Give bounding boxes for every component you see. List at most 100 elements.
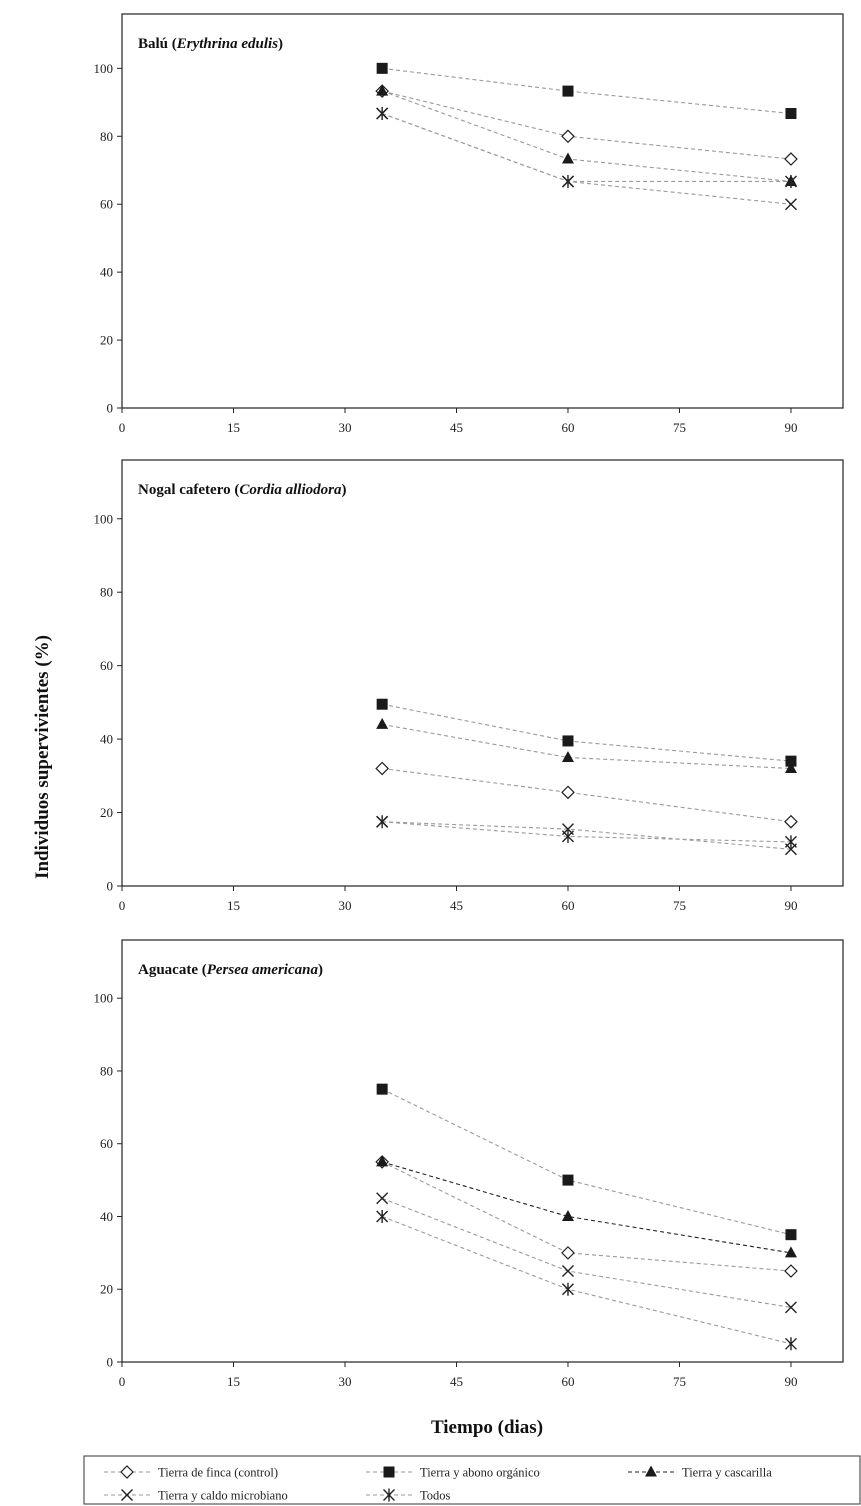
y-tick-label: 80 — [100, 585, 113, 600]
data-point-todos — [784, 174, 797, 188]
legend-box — [83, 1455, 861, 1505]
x-tick-label: 90 — [784, 1374, 797, 1389]
x-tick-label: 30 — [338, 1374, 351, 1389]
y-tick-label: 0 — [107, 1355, 114, 1370]
legend-item-tierra-y-caldo-microbiano: Tierra y caldo microbiano — [104, 1489, 288, 1503]
legend-label: Tierra y cascarilla — [682, 1466, 772, 1480]
data-point-tierra-y-abono-organico — [785, 1229, 797, 1241]
legend-label: Tierra de finca (control) — [158, 1466, 278, 1480]
data-point-tierra-de-finca-control — [784, 1264, 798, 1278]
y-tick-label: 80 — [100, 129, 113, 144]
y-tick-label: 20 — [100, 333, 113, 348]
data-point-todos — [561, 1282, 574, 1296]
data-point-tierra-y-cascarilla — [561, 1209, 574, 1221]
x-tick-label: 0 — [119, 420, 126, 435]
plot-frame — [121, 13, 844, 409]
x-tick-label: 75 — [673, 1374, 686, 1389]
x-tick-label: 90 — [784, 898, 797, 913]
y-tick-label: 20 — [100, 805, 113, 820]
x-axis-title: Tiempo (dias) — [431, 1417, 543, 1438]
data-point-tierra-de-finca-control — [561, 785, 575, 800]
panel-title-common: Aguacate ( — [138, 962, 207, 978]
panel-title: Aguacate (Persea americana) — [138, 962, 323, 978]
x-tick-label: 15 — [227, 420, 240, 435]
data-point-tierra-y-abono-organico — [562, 1174, 574, 1186]
panel-title: Nogal cafetero (Cordia alliodora) — [138, 482, 346, 498]
panel-3: Aguacate (Persea americana) 0 20 40 60 80 100 0… — [94, 939, 844, 1389]
data-point-tierra-y-cascarilla — [561, 750, 574, 762]
data-point-todos — [784, 835, 797, 849]
y-tick-label: 0 — [107, 401, 114, 416]
data-point-tierra-de-finca-control — [561, 129, 575, 144]
series-line-tierra-y-cascarilla — [381, 1161, 792, 1254]
x-tick-label: 45 — [450, 898, 463, 913]
data-point-tierra-de-finca-control — [784, 814, 798, 829]
x-tick-label: 90 — [784, 420, 797, 435]
panel-title-species: Erythrina edulis — [176, 36, 278, 52]
x-tick-label: 75 — [673, 420, 686, 435]
panel-1: Balú (Erythrina edulis) 0 20 40 60 80 100 0 15 30… — [94, 13, 844, 435]
y-axis-title: Individuos supervivientes (%) — [32, 635, 53, 879]
x-tick-label: 0 — [119, 1374, 126, 1389]
plot-frame — [121, 939, 844, 1363]
data-point-todos — [376, 815, 389, 829]
data-point-tierra-de-finca-control — [561, 1246, 575, 1260]
y-tick-label: 100 — [94, 61, 114, 76]
x-tick-label: 15 — [227, 898, 240, 913]
data-point-tierra-y-caldo-microbiano — [376, 1192, 389, 1205]
x-tick-label: 30 — [338, 420, 351, 435]
legend-item-tierra-y-abono-organico: Tierra y abono orgánico — [366, 1466, 540, 1480]
y-tick-label: 20 — [100, 1282, 113, 1297]
data-point-todos — [784, 1337, 797, 1351]
data-point-tierra-y-cascarilla — [561, 152, 574, 164]
y-tick-label: 40 — [100, 265, 113, 280]
legend-label: Tierra y abono orgánico — [420, 1466, 540, 1480]
data-point-tierra-y-abono-organico — [562, 735, 574, 747]
data-point-todos — [376, 1209, 389, 1223]
data-point-todos — [561, 174, 574, 188]
x-tick-label: 45 — [450, 420, 463, 435]
data-point-todos — [376, 107, 389, 121]
y-tick-label: 60 — [100, 197, 113, 212]
data-point-tierra-y-cascarilla — [376, 1155, 389, 1167]
legend: Tierra de finca (control) Tierra y abono … — [83, 1455, 861, 1505]
data-point-tierra-y-abono-organico — [376, 698, 388, 710]
panel-title-common: Nogal cafetero ( — [138, 482, 239, 498]
data-point-tierra-y-abono-organico — [785, 108, 797, 120]
chart-panels: Balú (Erythrina edulis) 0 20 40 60 80 100 0 15 30… — [94, 13, 844, 1389]
legend-item-tierra-y-cascarilla: Tierra y cascarilla — [628, 1465, 772, 1480]
series-line-tierra-y-cascarilla — [382, 723, 791, 770]
panel-title: Balú (Erythrina edulis) — [138, 36, 283, 52]
data-point-tierra-y-abono-organico — [376, 1083, 388, 1095]
x-tick-label: 75 — [673, 898, 686, 913]
x-tick-label: 60 — [561, 1374, 574, 1389]
panel-title-end: ) — [341, 482, 346, 498]
data-point-tierra-y-abono-organico — [785, 755, 797, 767]
x-tick-label: 15 — [227, 1374, 240, 1389]
panel-title-end: ) — [318, 962, 323, 978]
legend-marker — [645, 1465, 657, 1477]
data-point-tierra-y-abono-organico — [562, 85, 574, 97]
data-point-tierra-y-caldo-microbiano — [561, 1265, 574, 1278]
data-point-tierra-y-caldo-microbiano — [784, 198, 797, 211]
data-point-tierra-y-abono-organico — [376, 62, 388, 74]
data-point-tierra-y-caldo-microbiano — [784, 1301, 797, 1314]
legend-label: Tierra y caldo microbiano — [158, 1489, 288, 1503]
legend-item-todos: Todos — [366, 1488, 451, 1503]
legend-marker — [121, 1489, 133, 1501]
data-point-tierra-y-cascarilla — [784, 1246, 797, 1258]
x-tick-label: 45 — [450, 1374, 463, 1389]
y-tick-label: 40 — [100, 732, 113, 747]
y-tick-label: 100 — [94, 991, 114, 1006]
x-tick-label: 30 — [338, 898, 351, 913]
panel-title-end: ) — [278, 36, 283, 52]
y-tick-label: 80 — [100, 1063, 113, 1078]
y-tick-label: 60 — [100, 1136, 113, 1151]
y-tick-label: 60 — [100, 658, 113, 673]
data-point-tierra-y-cascarilla — [784, 761, 797, 773]
series-line-tierra-de-finca-control — [382, 767, 792, 823]
panel-title-species: Cordia alliodora — [239, 482, 342, 498]
y-tick-label: 0 — [107, 879, 114, 894]
data-point-tierra-y-cascarilla — [376, 717, 389, 729]
